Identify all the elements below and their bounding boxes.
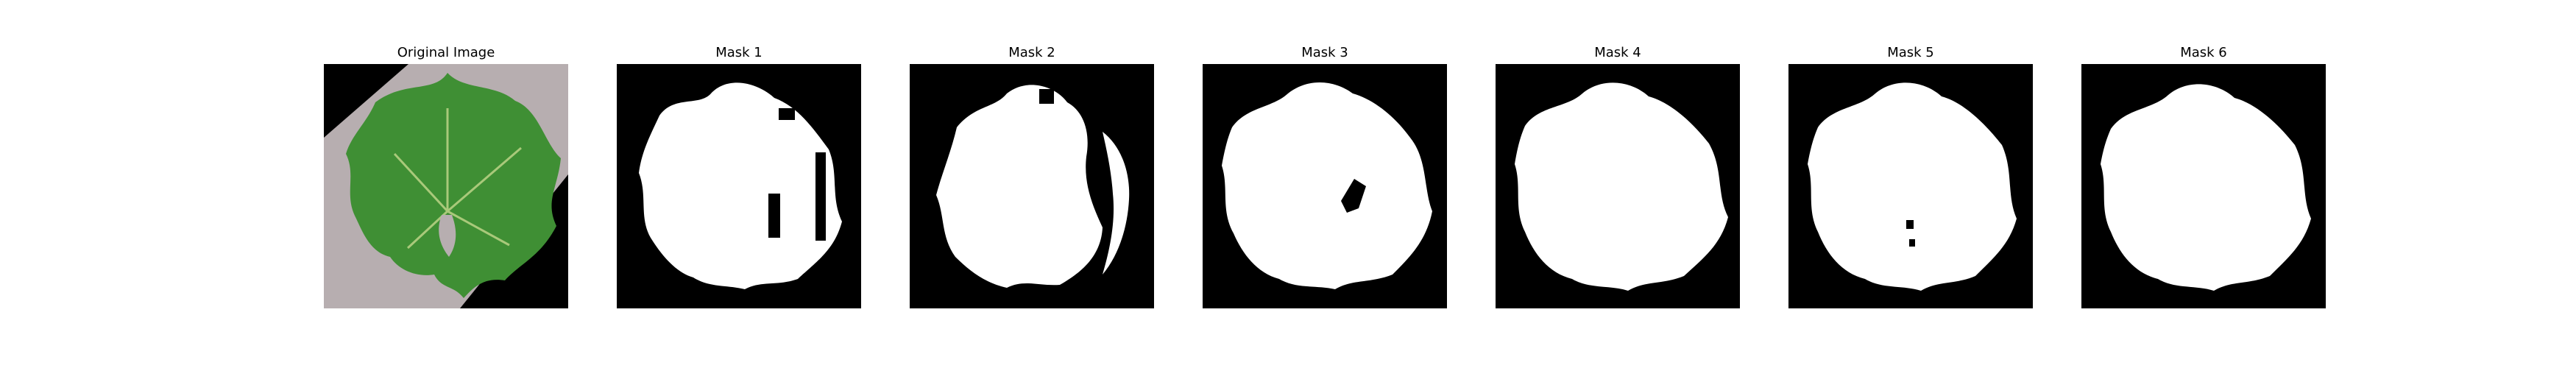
- mask-3-image: [1203, 64, 1447, 308]
- panel-title: Mask 1: [715, 45, 762, 60]
- panel-mask-4: Mask 4: [1496, 0, 1740, 368]
- panel-mask-6: Mask 6: [2081, 0, 2326, 368]
- panel-original-image: Original Image: [324, 0, 568, 368]
- original-leaf-image: [324, 64, 568, 308]
- panel-title: Mask 2: [1008, 45, 1055, 60]
- panel-mask-3: Mask 3: [1203, 0, 1447, 368]
- panel-title: Mask 5: [1887, 45, 1934, 60]
- panel-title: Mask 6: [2180, 45, 2227, 60]
- panel-mask-2: Mask 2: [910, 0, 1154, 368]
- panel-title: Mask 4: [1594, 45, 1641, 60]
- panel-mask-5: Mask 5: [1788, 0, 2033, 368]
- mask-6-image: [2081, 64, 2326, 308]
- panel-title: Original Image: [397, 45, 495, 60]
- mask-5-image: [1788, 64, 2033, 308]
- mask-1-image: [617, 64, 861, 308]
- panel-mask-1: Mask 1: [617, 0, 861, 368]
- mask-2-image: [910, 64, 1154, 308]
- mask-4-image: [1496, 64, 1740, 308]
- panel-title: Mask 3: [1301, 45, 1348, 60]
